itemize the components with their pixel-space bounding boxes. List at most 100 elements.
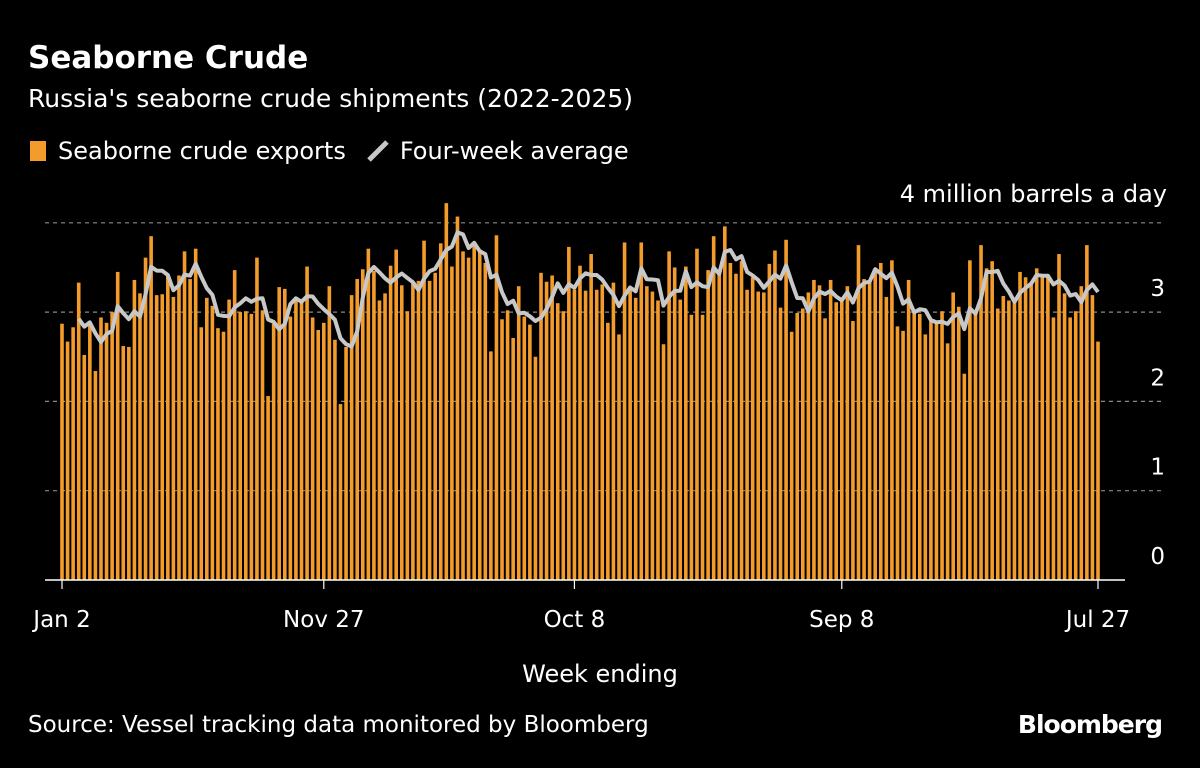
bar — [110, 312, 114, 580]
bar — [739, 261, 744, 580]
bar — [839, 300, 844, 580]
bar — [800, 308, 805, 580]
bar — [834, 302, 839, 580]
bar — [684, 266, 688, 580]
bar — [762, 292, 766, 580]
bar — [88, 324, 92, 580]
y-tick-label: 1 — [1150, 455, 1165, 481]
bar — [65, 341, 70, 580]
bar — [104, 322, 109, 580]
bar — [288, 316, 293, 580]
bar — [901, 330, 905, 580]
bar — [1085, 245, 1089, 580]
bar — [984, 268, 989, 580]
x-tick-label: Oct 8 — [544, 607, 606, 633]
bar — [828, 279, 833, 580]
bar — [795, 312, 800, 580]
bar — [1023, 277, 1028, 580]
bar — [344, 346, 348, 580]
bar — [717, 274, 722, 580]
bar — [171, 296, 176, 580]
bar — [845, 286, 850, 580]
bar — [372, 271, 376, 580]
chart-title: Seaborne Crude — [28, 40, 309, 76]
bar — [728, 262, 733, 580]
bar — [611, 282, 616, 580]
y-unit-label: 4 million barrels a day — [899, 180, 1167, 208]
bar — [166, 274, 170, 580]
bar — [734, 273, 738, 580]
bar — [277, 287, 282, 580]
bar — [516, 286, 521, 580]
bar — [606, 322, 610, 580]
bar — [188, 279, 192, 580]
bar — [321, 322, 326, 580]
bar — [115, 271, 120, 580]
y-tick-label: 3 — [1150, 276, 1165, 302]
bar — [923, 334, 928, 580]
bar — [711, 236, 716, 580]
bar — [427, 280, 432, 580]
bar — [221, 331, 226, 580]
bar — [628, 290, 632, 580]
bar — [266, 396, 270, 580]
bar — [160, 294, 165, 580]
bar — [773, 250, 777, 580]
bar — [917, 313, 922, 580]
bar — [594, 289, 599, 580]
bar — [455, 216, 460, 580]
legend-line-label: Four-week average — [399, 137, 629, 165]
bar — [567, 246, 571, 580]
bar — [723, 226, 727, 580]
legend-line-swatch-icon — [367, 140, 389, 162]
bar — [216, 328, 220, 580]
bar — [210, 305, 215, 580]
bar — [533, 356, 538, 580]
bar — [177, 275, 181, 580]
bar — [572, 289, 577, 580]
bar — [394, 249, 398, 580]
bar — [294, 300, 298, 580]
bar — [561, 311, 566, 580]
bar — [76, 282, 81, 580]
bar — [472, 246, 476, 580]
bar — [1029, 282, 1033, 580]
legend-bars-label: Seaborne crude exports — [58, 137, 346, 165]
bar — [1079, 286, 1084, 580]
bar — [438, 243, 443, 581]
bar — [806, 292, 811, 580]
bar — [522, 316, 527, 580]
bar — [132, 279, 137, 580]
bar — [227, 299, 231, 580]
bar — [1001, 296, 1006, 580]
bar — [99, 317, 103, 580]
bar — [706, 270, 710, 580]
chart-subtitle: Russia's seaborne crude shipments (2022-… — [28, 84, 634, 113]
bar — [422, 240, 426, 580]
bar — [550, 275, 554, 580]
bar — [778, 307, 783, 580]
bar — [968, 260, 972, 580]
bar — [416, 280, 421, 580]
bar — [500, 319, 504, 580]
bar — [193, 248, 198, 580]
bar — [951, 292, 955, 580]
bar — [1007, 300, 1011, 580]
bar — [645, 286, 649, 580]
bar — [127, 346, 131, 580]
bar — [661, 344, 666, 580]
y-tick-label: 2 — [1150, 365, 1165, 391]
bar — [784, 239, 788, 580]
bar — [511, 337, 515, 580]
bar — [310, 317, 315, 580]
bar — [589, 254, 593, 580]
bar — [600, 284, 605, 580]
bar — [862, 279, 866, 580]
bar — [205, 297, 209, 580]
bar — [767, 263, 772, 580]
bar — [990, 261, 994, 580]
bar — [466, 257, 471, 580]
bar — [656, 300, 660, 580]
bar — [622, 242, 627, 581]
x-tick-label: Jan 2 — [31, 607, 90, 633]
